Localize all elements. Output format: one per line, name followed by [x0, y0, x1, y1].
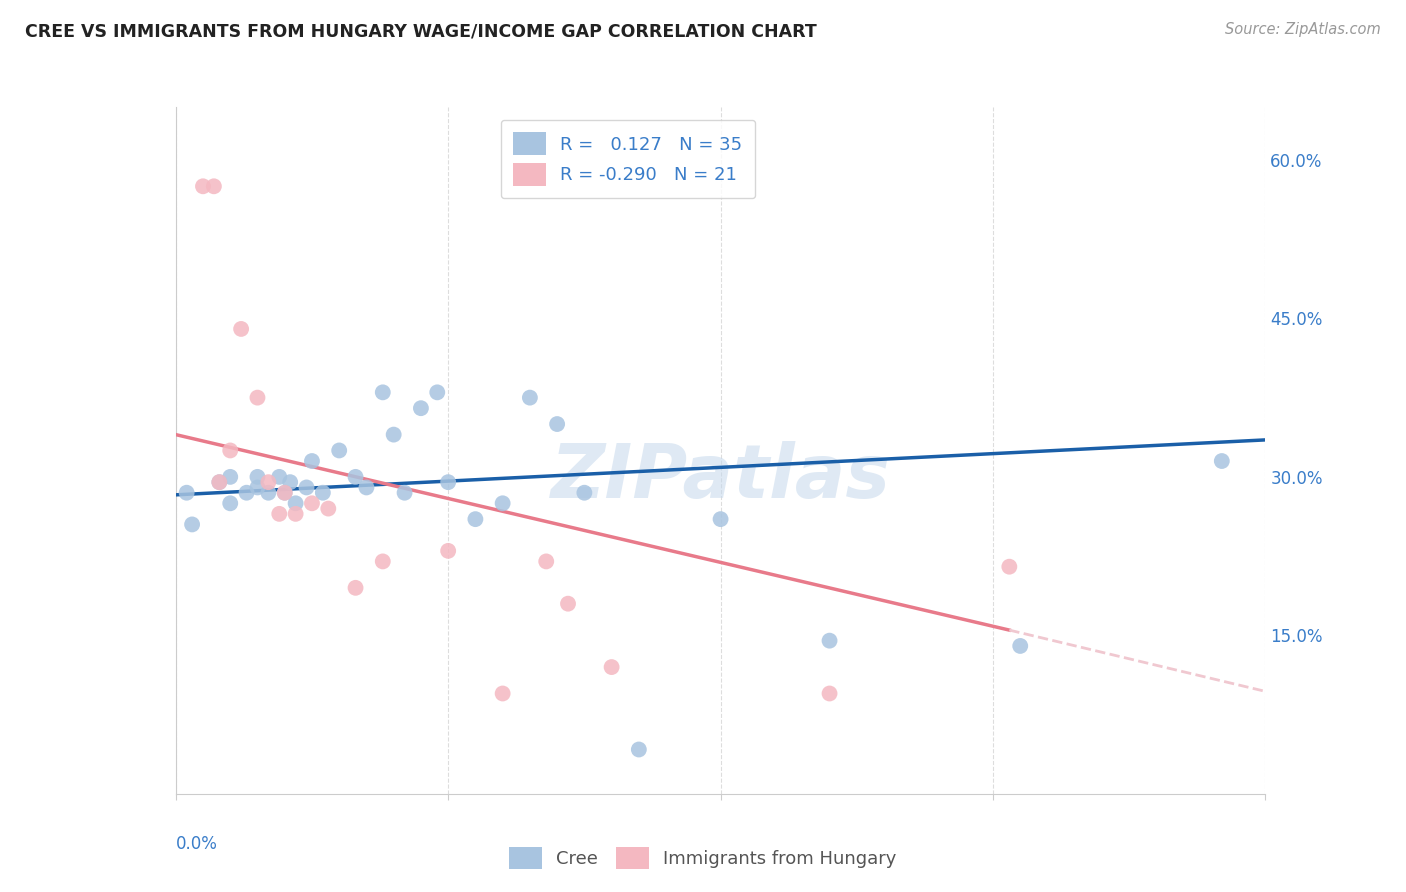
Point [219, 443, 242, 458]
Legend: R =   0.127   N = 35, R = -0.290   N = 21: R = 0.127 N = 35, R = -0.290 N = 21 [501, 120, 755, 198]
Point [534, 554, 557, 568]
Point [1211, 454, 1233, 468]
Point [328, 443, 350, 458]
Point [344, 470, 367, 484]
Point [382, 427, 405, 442]
Point [818, 633, 841, 648]
Point [409, 401, 432, 416]
Point [492, 686, 515, 700]
Point [219, 496, 242, 510]
Point [312, 485, 335, 500]
Point [818, 686, 841, 700]
Text: 0.0%: 0.0% [176, 835, 218, 853]
Point [235, 485, 257, 500]
Text: ZIPatlas: ZIPatlas [551, 442, 890, 515]
Point [301, 454, 323, 468]
Legend: Cree, Immigrants from Hungary: Cree, Immigrants from Hungary [502, 839, 904, 876]
Point [519, 391, 541, 405]
Point [274, 485, 297, 500]
Text: Source: ZipAtlas.com: Source: ZipAtlas.com [1225, 22, 1381, 37]
Point [202, 179, 225, 194]
Point [344, 581, 367, 595]
Point [284, 496, 307, 510]
Point [437, 475, 460, 490]
Point [176, 485, 198, 500]
Point [426, 385, 449, 400]
Point [231, 322, 253, 336]
Point [269, 507, 291, 521]
Point [208, 475, 231, 490]
Point [246, 480, 269, 494]
Point [356, 480, 378, 494]
Point [301, 496, 323, 510]
Point [627, 742, 650, 756]
Point [464, 512, 486, 526]
Point [574, 485, 596, 500]
Point [246, 391, 269, 405]
Point [318, 501, 340, 516]
Point [246, 470, 269, 484]
Point [284, 507, 307, 521]
Point [208, 475, 231, 490]
Point [1010, 639, 1032, 653]
Point [998, 559, 1021, 574]
Point [600, 660, 623, 674]
Point [295, 480, 318, 494]
Point [371, 554, 394, 568]
Point [274, 485, 297, 500]
Point [710, 512, 733, 526]
Point [219, 470, 242, 484]
Point [257, 485, 280, 500]
Text: CREE VS IMMIGRANTS FROM HUNGARY WAGE/INCOME GAP CORRELATION CHART: CREE VS IMMIGRANTS FROM HUNGARY WAGE/INC… [25, 22, 817, 40]
Point [492, 496, 515, 510]
Point [191, 179, 214, 194]
Point [278, 475, 301, 490]
Point [371, 385, 394, 400]
Point [437, 544, 460, 558]
Point [394, 485, 416, 500]
Point [257, 475, 280, 490]
Point [546, 417, 568, 431]
Point [557, 597, 579, 611]
Point [269, 470, 291, 484]
Point [181, 517, 204, 532]
